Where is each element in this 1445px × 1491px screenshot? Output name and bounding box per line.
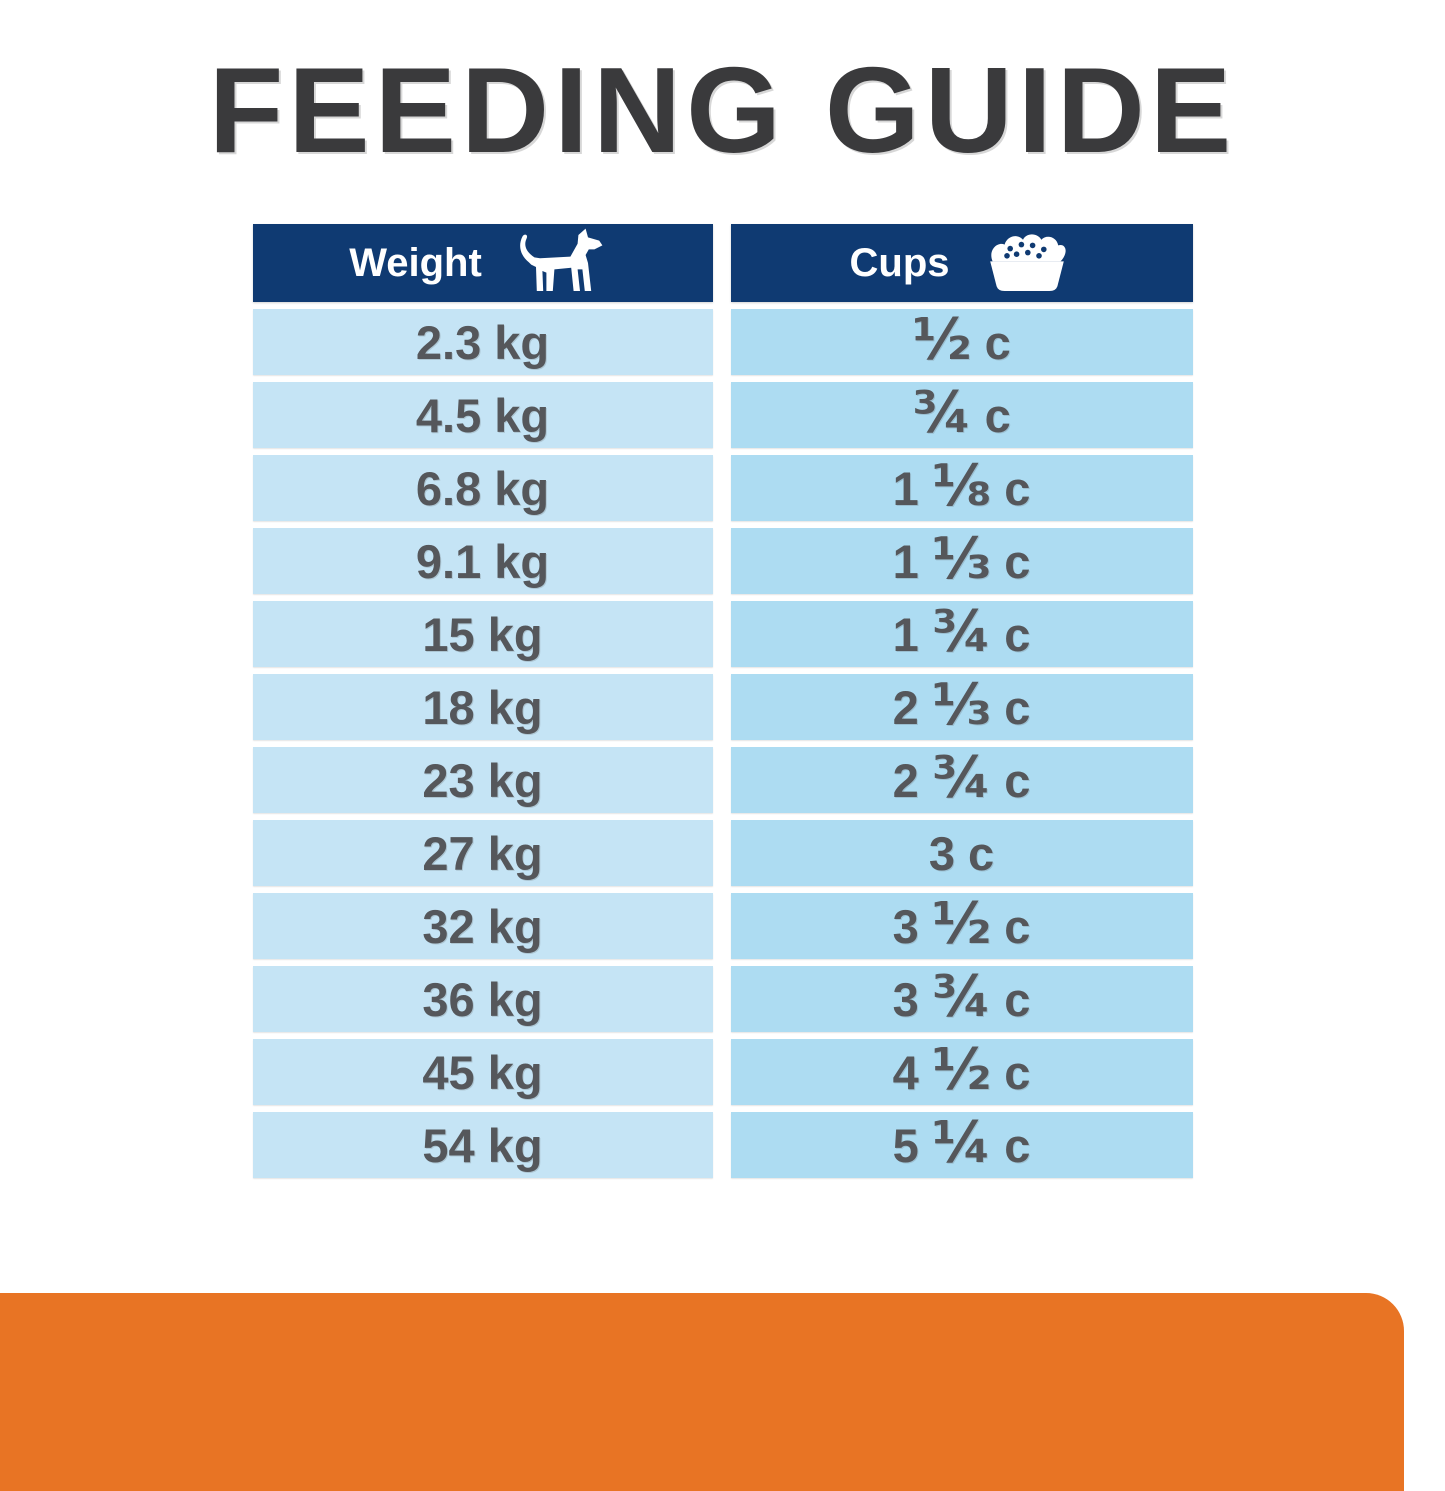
cups-value: 1 ⅓ c (892, 524, 1031, 592)
weight-cell: 18 kg (252, 674, 713, 741)
cups-cell: 3 ¾ c (730, 962, 1193, 1033)
weight-cell: 2.3 kg (252, 309, 713, 376)
cups-value: 1 ¾ c (892, 597, 1031, 665)
weight-value: 36 kg (422, 972, 543, 1026)
cups-cell: ¾ c (730, 378, 1193, 449)
weight-value: 2.3 kg (415, 315, 550, 369)
cups-cell: ½ c (730, 305, 1193, 376)
orange-footer-band (0, 1293, 1404, 1491)
cups-header-label: Cups (849, 240, 950, 285)
cups-cell: 4 ½ c (730, 1035, 1193, 1106)
weight-value: 45 kg (422, 1045, 543, 1099)
weight-value: 27 kg (422, 826, 543, 880)
column-header-weight: Weight (252, 224, 713, 303)
cups-cell: 1 ⅓ c (730, 524, 1193, 595)
cups-cell: 1 ⅛ c (730, 451, 1193, 522)
cups-cell: 1 ¾ c (730, 597, 1193, 668)
cups-value: 1 ⅛ c (892, 451, 1031, 519)
food-bowl-icon (989, 234, 1066, 292)
weight-cell: 32 kg (252, 893, 713, 960)
cups-value: 4 ½ c (892, 1035, 1031, 1103)
weight-value: 18 kg (422, 680, 543, 734)
weight-cell: 36 kg (252, 966, 713, 1033)
weight-value: 54 kg (422, 1118, 543, 1172)
cups-cell: 2 ⅓ c (730, 670, 1193, 741)
feeding-guide-table: Weight Cups 2.3 kg ½ c 4.5 kg ¾ c 6.8 kg… (252, 224, 1193, 1179)
cups-value: 5 ¼ c (892, 1108, 1031, 1176)
weight-cell: 9.1 kg (252, 528, 713, 595)
cups-cell: 3 c (730, 820, 1193, 887)
cups-value: 3 ¾ c (892, 962, 1031, 1030)
cups-value: 3 ½ c (892, 889, 1031, 957)
weight-cell: 4.5 kg (252, 382, 713, 449)
cups-cell: 5 ¼ c (730, 1108, 1193, 1179)
cups-value: ½ c (912, 305, 1011, 373)
weight-value: 32 kg (422, 899, 543, 953)
cups-value: 2 ¾ c (892, 743, 1031, 811)
weight-cell: 15 kg (252, 601, 713, 668)
weight-value: 9.1 kg (415, 534, 550, 588)
weight-value: 6.8 kg (415, 461, 550, 515)
page-title: FEEDING GUIDE (208, 42, 1237, 178)
weight-value: 23 kg (422, 753, 543, 807)
weight-value: 15 kg (422, 607, 543, 661)
column-header-cups: Cups (730, 224, 1193, 303)
weight-cell: 54 kg (252, 1112, 713, 1179)
cups-value: 3 c (928, 826, 995, 880)
weight-cell: 45 kg (252, 1039, 713, 1106)
weight-header-label: Weight (349, 240, 482, 285)
cups-value: 2 ⅓ c (892, 670, 1031, 738)
weight-value: 4.5 kg (415, 388, 550, 442)
cups-value: ¾ c (912, 378, 1011, 446)
cups-cell: 3 ½ c (730, 889, 1193, 960)
cups-cell: 2 ¾ c (730, 743, 1193, 814)
weight-cell: 6.8 kg (252, 455, 713, 522)
dog-icon (519, 228, 603, 292)
weight-cell: 27 kg (252, 820, 713, 887)
weight-cell: 23 kg (252, 747, 713, 814)
